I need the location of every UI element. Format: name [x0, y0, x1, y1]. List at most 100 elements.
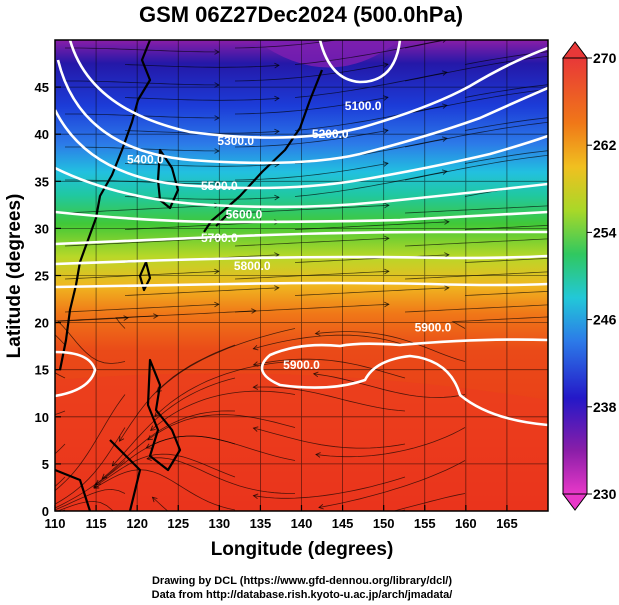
streamline	[101, 410, 236, 479]
colorbar-body	[562, 57, 588, 495]
streamline-arrow	[614, 253, 619, 258]
streamline	[55, 460, 126, 509]
contour-label: 5900.0	[415, 320, 452, 334]
streamline	[464, 257, 548, 263]
streamline	[253, 476, 406, 499]
streamline	[315, 331, 466, 362]
contour-label: 5100.0	[345, 99, 382, 113]
streamline-arrow	[441, 136, 448, 142]
streamline	[147, 457, 295, 494]
streamline	[294, 104, 447, 131]
streamline	[112, 377, 236, 467]
contour-labels: 5100.0 5200.0 5300.0 5400.0 5500.0 5600.0 5700…	[127, 99, 452, 372]
streamline-arrow	[312, 371, 319, 378]
streamline	[55, 427, 126, 505]
streamline-arrow	[153, 313, 159, 319]
y-axis-ticks: 0 5 10 15 20 25 30 35 40 45	[35, 80, 61, 519]
streamline	[124, 64, 279, 68]
streamline	[55, 488, 126, 511]
streamline-arrow	[383, 30, 388, 35]
y-tick-label: 5	[42, 457, 49, 472]
streamline	[55, 394, 126, 492]
streamline	[57, 317, 129, 364]
streamline-arrow	[613, 78, 617, 83]
streamline	[253, 334, 406, 350]
contour-label: 5200.0	[312, 127, 349, 141]
streamline-arrow	[552, 87, 557, 92]
y-tick-label: 20	[35, 316, 49, 331]
streamline	[65, 47, 219, 53]
streamline	[392, 493, 466, 511]
streamline-arrow	[315, 452, 321, 458]
streamline-arrow	[111, 460, 118, 467]
x-tick-label: 135	[250, 516, 272, 531]
streamline-arrow	[214, 82, 220, 88]
cold-core-blob	[255, 40, 400, 68]
streamline-arrow	[252, 344, 259, 351]
streamline	[124, 287, 279, 296]
streamline	[119, 344, 236, 442]
streamline-arrow	[554, 269, 559, 274]
streamline-arrow	[441, 103, 448, 109]
streamline	[464, 84, 548, 98]
x-tick-label: 110	[45, 516, 66, 531]
streamline-arrow	[252, 493, 259, 500]
streamline-arrow	[384, 235, 390, 242]
coastline-taiwan	[138, 260, 152, 292]
streamline	[318, 460, 466, 508]
streamline-arrow	[613, 111, 617, 116]
contour-5100	[318, 40, 402, 84]
contour-label: 5900.0	[283, 358, 320, 372]
streamline	[94, 469, 236, 511]
contour-label: 5400.0	[127, 153, 164, 167]
y-tick-label: 45	[35, 80, 49, 95]
streamline	[315, 427, 466, 458]
colorbar-tick-label: 230	[593, 486, 617, 502]
streamline	[64, 303, 219, 313]
contour-label: 5600.0	[226, 207, 263, 221]
streamline-arrow	[318, 503, 324, 510]
streamline-arrow	[118, 436, 125, 442]
contour-label: 5300.0	[217, 134, 254, 148]
streamline-arrow	[252, 426, 259, 432]
x-tick-label: 120	[126, 516, 148, 531]
contour-label: 5700.0	[201, 231, 238, 245]
y-tick-label: 10	[35, 410, 49, 425]
streamline	[150, 390, 296, 431]
contour-label: 5800.0	[234, 259, 271, 273]
streamline	[253, 358, 406, 379]
contour-5700	[55, 254, 548, 266]
streamline	[404, 304, 548, 313]
y-tick-label: 35	[35, 174, 49, 189]
x-tick-label: 150	[373, 516, 395, 531]
streamline-arrow	[214, 301, 220, 308]
streamline-arrow	[554, 302, 559, 307]
colorbar-top-arrow	[562, 41, 588, 59]
x-tick-label: 115	[86, 516, 107, 531]
streamline-arrow	[314, 330, 321, 336]
streamline-arrow	[552, 153, 557, 158]
streamline	[65, 146, 219, 152]
streamline-arrow	[316, 528, 321, 533]
streamline	[64, 237, 219, 247]
streamline-arrow	[252, 384, 259, 390]
streamline	[55, 315, 158, 346]
streamline-arrow	[147, 435, 153, 441]
streamline	[294, 287, 449, 296]
streamline	[93, 453, 236, 488]
streamline-arrow	[251, 308, 257, 314]
credit-data: Data from http://database.rish.kyoto-u.a…	[152, 589, 453, 601]
streamline-arrow	[382, 95, 389, 101]
streamline-arrow	[552, 21, 557, 26]
y-tick-label: 30	[35, 221, 49, 236]
contour-label: 5500.0	[201, 179, 238, 193]
streamline	[124, 163, 279, 167]
streamline	[404, 238, 548, 247]
colorbar: 270 262 254 246 238 230	[562, 41, 617, 511]
contour-5300	[55, 109, 548, 190]
streamline-arrow	[384, 301, 390, 308]
y-tick-label: 0	[42, 504, 49, 519]
x-tick-label: 130	[208, 516, 230, 531]
wind-streamlines	[55, 21, 619, 533]
